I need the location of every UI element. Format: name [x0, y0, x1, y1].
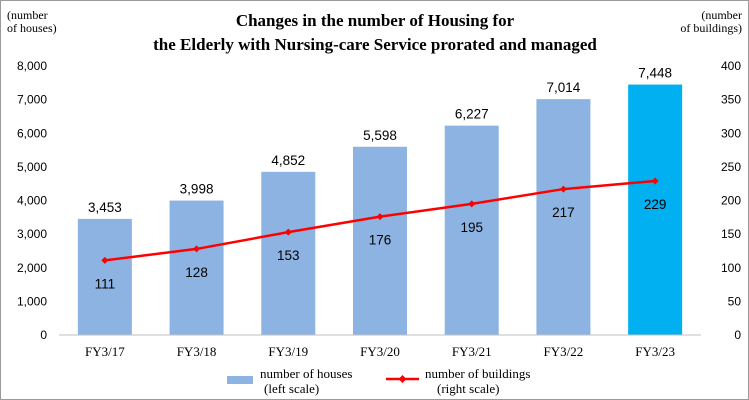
bar-value-label: 3,453 [88, 200, 122, 215]
right-axis-tick-label: 400 [721, 59, 741, 73]
chart-title-line-1: Changes in the number of Housing for [236, 11, 515, 30]
right-axis-tick-label: 350 [721, 93, 741, 107]
buildings-point-marker [376, 213, 384, 221]
buildings-value-label: 176 [369, 233, 392, 248]
left-axis-unit-line-1: (number [7, 8, 48, 22]
buildings-point-marker [193, 245, 201, 253]
legend-label-houses-line-1: number of houses [260, 366, 352, 381]
left-axis-tick-label: 0 [40, 328, 47, 342]
chart-title-line-2: the Elderly with Nursing-care Service pr… [153, 35, 597, 54]
x-axis-tick-label: FY3/17 [85, 344, 125, 359]
right-axis-tick-label: 300 [721, 126, 741, 140]
buildings-value-label: 229 [644, 197, 667, 212]
x-axis-tick-label: FY3/22 [544, 344, 584, 359]
legend-label-houses-line-2: (left scale) [264, 381, 319, 396]
bar-value-label: 3,998 [180, 182, 214, 197]
bar-value-label: 7,448 [638, 66, 672, 81]
right-axis-tick-label: 250 [721, 160, 741, 174]
bar-fy3-21 [444, 125, 499, 335]
left-axis-tick-label: 4,000 [17, 194, 47, 208]
bar-value-label: 6,227 [455, 107, 489, 122]
bar-value-label: 7,014 [547, 80, 581, 95]
right-axis-tick-label: 200 [721, 194, 741, 208]
right-axis-tick-label: 100 [721, 261, 741, 275]
left-axis-tick-label: 5,000 [17, 160, 47, 174]
bar-fy3-18 [169, 200, 224, 335]
bar-fy3-23 [628, 84, 683, 335]
legend: number of houses (left scale) number of … [227, 366, 530, 396]
buildings-point-marker [284, 228, 292, 236]
legend-swatch-houses [227, 376, 253, 384]
left-axis-tick-label: 3,000 [17, 227, 47, 241]
left-axis-tick-label: 8,000 [17, 59, 47, 73]
left-axis-unit-line-2: of houses) [7, 21, 57, 35]
bar-value-label: 5,598 [363, 128, 397, 143]
left-axis-tick-label: 2,000 [17, 261, 47, 275]
bar-fy3-17 [77, 218, 132, 335]
x-axis-tick-label: FY3/19 [268, 344, 308, 359]
right-axis-unit-line-1: (number [701, 8, 742, 22]
left-axis-tick-label: 6,000 [17, 126, 47, 140]
bar-fy3-20 [353, 146, 407, 335]
bar-value-label: 4,852 [271, 153, 305, 168]
buildings-value-label: 128 [185, 265, 208, 280]
legend-swatch-buildings-marker [398, 375, 407, 383]
x-axis-tick-label: FY3/18 [177, 344, 217, 359]
x-axis-tick-label: FY3/21 [452, 344, 492, 359]
right-axis-tick-label: 0 [734, 328, 741, 342]
buildings-point-marker [559, 185, 567, 193]
bar-fy3-19 [261, 171, 316, 335]
right-axis-tick-label: 50 [728, 294, 742, 308]
left-axis-tick-label: 1,000 [17, 294, 47, 308]
x-axis-tick-label: FY3/23 [635, 344, 675, 359]
buildings-point-marker [101, 256, 109, 264]
buildings-value-label: 111 [95, 276, 116, 291]
right-axis-tick-label: 150 [721, 227, 741, 241]
buildings-value-label: 195 [460, 220, 483, 235]
left-axis-tick-label: 7,000 [17, 93, 47, 107]
legend-label-buildings-line-2: (right scale) [437, 381, 499, 396]
legend-label-buildings-line-1: number of buildings [425, 366, 530, 381]
buildings-point-marker [651, 177, 659, 185]
buildings-point-marker [468, 200, 476, 208]
right-axis-unit-line-2: of buildings) [680, 21, 742, 35]
x-axis-tick-label: FY3/20 [360, 344, 400, 359]
buildings-value-label: 153 [277, 248, 300, 263]
buildings-value-label: 217 [552, 205, 575, 220]
plot-area: 0 1,000 2,000 3,000 4,000 5,000 6,000 7,000 8,00… [17, 59, 741, 359]
bar-fy3-22 [536, 99, 591, 335]
